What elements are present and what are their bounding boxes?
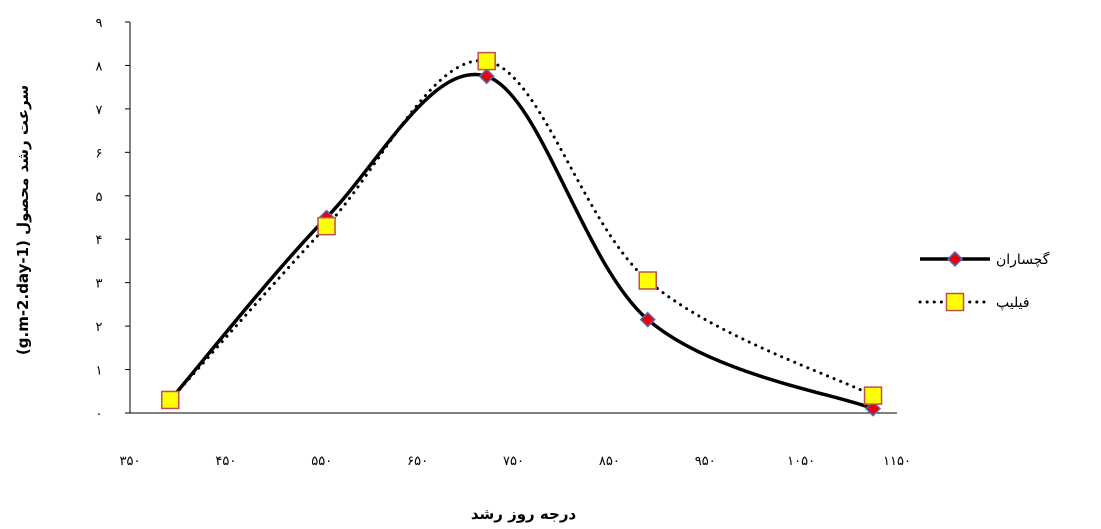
x-tick-label: ۵۵۰ xyxy=(311,454,332,469)
y-axis-ticks: ۰ ۱ ۲ ۳ ۴ ۵ ۶ ۷ ۸ ۹ xyxy=(96,16,130,422)
series-1-point xyxy=(638,271,657,290)
series-0-point xyxy=(478,68,495,85)
legend-marker-0 xyxy=(946,250,964,268)
series-line-0 xyxy=(168,72,874,411)
y-tick-label: ۹ xyxy=(96,16,103,31)
x-tick-label: ۶۵۰ xyxy=(407,454,428,469)
legend-marker-1 xyxy=(945,292,965,312)
x-axis-title: درجه روز رشد xyxy=(471,505,577,523)
series-0-point xyxy=(639,311,656,328)
y-tick-label: ۳ xyxy=(96,277,103,292)
y-tick-label: ۵ xyxy=(96,190,103,205)
x-tick-label: ۱۱۵۰ xyxy=(883,454,911,469)
series-line-1 xyxy=(168,59,875,402)
axes xyxy=(129,22,897,414)
y-tick-label: ۰ xyxy=(96,407,103,422)
y-tick-label: ۷ xyxy=(96,103,103,118)
y-tick-label: ۶ xyxy=(96,146,103,161)
x-tick-label: ۷۵۰ xyxy=(503,454,524,469)
x-tick-label: ۴۵۰ xyxy=(215,454,236,469)
series-1-point xyxy=(863,386,883,405)
x-tick-label: ۹۵۰ xyxy=(695,454,716,469)
series-1-point xyxy=(317,216,336,236)
series-1-point xyxy=(161,390,180,410)
markers-layer xyxy=(161,51,883,417)
y-tick-label: ۸ xyxy=(96,59,103,74)
series-layer xyxy=(168,59,875,411)
y-tick-label: ۲ xyxy=(96,320,103,335)
legend-label-0: گچساران xyxy=(996,251,1050,268)
x-tick-label: ۳۵۰ xyxy=(120,454,141,469)
y-axis-title: سرعت رشد محصول (g.m-2.day-1) xyxy=(14,85,32,355)
x-axis-ticks: ۳۵۰ ۴۵۰ ۵۵۰ ۶۵۰ ۷۵۰ ۸۵۰ ۹۵۰ ۱۰۵۰ ۱۱۵۰ xyxy=(120,454,911,469)
x-tick-label: ۱۰۵۰ xyxy=(787,454,815,469)
legend-label-1: فیلیپ xyxy=(996,295,1030,311)
y-tick-label: ۱ xyxy=(96,364,103,379)
series-1-point xyxy=(477,51,496,71)
legend: گچساران فیلیپ xyxy=(918,250,1050,312)
y-tick-label: ۴ xyxy=(96,233,103,248)
series-0-point xyxy=(864,400,882,417)
x-tick-label: ۸۵۰ xyxy=(599,454,620,469)
